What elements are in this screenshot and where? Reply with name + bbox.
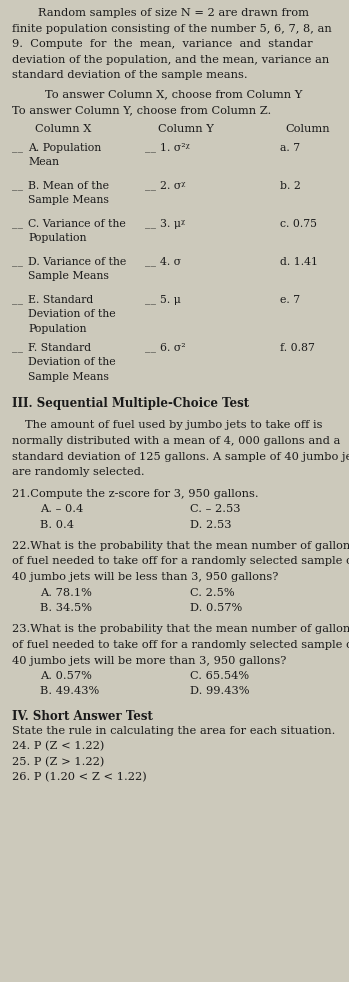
- Text: 1. σ²ᵡ: 1. σ²ᵡ: [160, 143, 190, 153]
- Text: A. 0.57%: A. 0.57%: [40, 671, 92, 681]
- Text: 24. P (Z < 1.22): 24. P (Z < 1.22): [12, 741, 104, 751]
- Text: __: __: [12, 181, 23, 191]
- Text: Population: Population: [28, 234, 87, 244]
- Text: Column X: Column X: [35, 124, 91, 134]
- Text: __: __: [145, 219, 156, 229]
- Text: The amount of fuel used by jumbo jets to take off is: The amount of fuel used by jumbo jets to…: [25, 420, 323, 430]
- Text: Mean: Mean: [28, 157, 59, 167]
- Text: of fuel needed to take off for a randomly selected sample of: of fuel needed to take off for a randoml…: [12, 557, 349, 567]
- Text: finite population consisting of the number 5, 6, 7, 8, an: finite population consisting of the numb…: [12, 24, 332, 33]
- Text: __: __: [145, 257, 156, 267]
- Text: 5. μ: 5. μ: [160, 295, 181, 305]
- Text: 4. σ: 4. σ: [160, 257, 181, 267]
- Text: C. – 2.53: C. – 2.53: [190, 504, 240, 514]
- Text: D. 2.53: D. 2.53: [190, 519, 231, 529]
- Text: B. 0.4: B. 0.4: [40, 519, 74, 529]
- Text: d. 1.41: d. 1.41: [280, 257, 318, 267]
- Text: Sample Means: Sample Means: [28, 371, 109, 382]
- Text: b. 2: b. 2: [280, 181, 301, 191]
- Text: __: __: [12, 295, 23, 305]
- Text: B. 49.43%: B. 49.43%: [40, 686, 99, 696]
- Text: 22.What is the probability that the mean number of gallons: 22.What is the probability that the mean…: [12, 541, 349, 551]
- Text: III. Sequential Multiple-Choice Test: III. Sequential Multiple-Choice Test: [12, 397, 249, 410]
- Text: To answer Column Y, choose from Column Z.: To answer Column Y, choose from Column Z…: [12, 105, 271, 115]
- Text: 9.  Compute  for  the  mean,  variance  and  standar: 9. Compute for the mean, variance and st…: [12, 39, 313, 49]
- Text: B. Mean of the: B. Mean of the: [28, 181, 109, 191]
- Text: __: __: [145, 343, 156, 353]
- Text: a. 7: a. 7: [280, 143, 300, 153]
- Text: __: __: [145, 295, 156, 305]
- Text: Column: Column: [285, 124, 329, 134]
- Text: standard deviation of 125 gallons. A sample of 40 jumbo jets: standard deviation of 125 gallons. A sam…: [12, 452, 349, 462]
- Text: e. 7: e. 7: [280, 295, 300, 305]
- Text: standard deviation of the sample means.: standard deviation of the sample means.: [12, 70, 248, 80]
- Text: normally distributed with a mean of 4, 000 gallons and a: normally distributed with a mean of 4, 0…: [12, 436, 340, 446]
- Text: Population: Population: [28, 323, 87, 334]
- Text: F. Standard: F. Standard: [28, 343, 91, 353]
- Text: D. 99.43%: D. 99.43%: [190, 686, 250, 696]
- Text: A. – 0.4: A. – 0.4: [40, 504, 83, 514]
- Text: State the rule in calculating the area for each situation.: State the rule in calculating the area f…: [12, 726, 335, 736]
- Text: Column Y: Column Y: [158, 124, 214, 134]
- Text: 25. P (Z > 1.22): 25. P (Z > 1.22): [12, 756, 104, 767]
- Text: __: __: [145, 181, 156, 191]
- Text: A. 78.1%: A. 78.1%: [40, 587, 92, 597]
- Text: are randomly selected.: are randomly selected.: [12, 467, 144, 477]
- Text: Deviation of the: Deviation of the: [28, 357, 116, 367]
- Text: 26. P (1.20 < Z < 1.22): 26. P (1.20 < Z < 1.22): [12, 772, 147, 783]
- Text: __: __: [145, 143, 156, 153]
- Text: E. Standard: E. Standard: [28, 295, 93, 305]
- Text: 3. μᵡ: 3. μᵡ: [160, 219, 185, 229]
- Text: Deviation of the: Deviation of the: [28, 309, 116, 319]
- Text: 23.What is the probability that the mean number of gallons: 23.What is the probability that the mean…: [12, 625, 349, 634]
- Text: __: __: [12, 257, 23, 267]
- Text: To answer Column X, choose from Column Y: To answer Column X, choose from Column Y: [45, 89, 303, 99]
- Text: __: __: [12, 219, 23, 229]
- Text: __: __: [12, 343, 23, 353]
- Text: D. 0.57%: D. 0.57%: [190, 603, 242, 613]
- Text: 2. σᵡ: 2. σᵡ: [160, 181, 185, 191]
- Text: 6. σ²: 6. σ²: [160, 343, 186, 353]
- Text: Random samples of size N = 2 are drawn from: Random samples of size N = 2 are drawn f…: [38, 8, 310, 18]
- Text: A. Population: A. Population: [28, 143, 101, 153]
- Text: of fuel needed to take off for a randomly selected sample of: of fuel needed to take off for a randoml…: [12, 640, 349, 650]
- Text: deviation of the population, and the mean, variance an: deviation of the population, and the mea…: [12, 54, 329, 65]
- Text: Sample Means: Sample Means: [28, 195, 109, 205]
- Text: B. 34.5%: B. 34.5%: [40, 603, 92, 613]
- Text: C. 2.5%: C. 2.5%: [190, 587, 235, 597]
- Text: C. Variance of the: C. Variance of the: [28, 219, 126, 229]
- Text: D. Variance of the: D. Variance of the: [28, 257, 126, 267]
- Text: C. 65.54%: C. 65.54%: [190, 671, 249, 681]
- Text: 21.Compute the z-score for 3, 950 gallons.: 21.Compute the z-score for 3, 950 gallon…: [12, 488, 259, 499]
- Text: __: __: [12, 143, 23, 153]
- Text: IV. Short Answer Test: IV. Short Answer Test: [12, 710, 153, 723]
- Text: f. 0.87: f. 0.87: [280, 343, 315, 353]
- Text: Sample Means: Sample Means: [28, 271, 109, 281]
- Text: 40 jumbo jets will be more than 3, 950 gallons?: 40 jumbo jets will be more than 3, 950 g…: [12, 656, 287, 666]
- Text: c. 0.75: c. 0.75: [280, 219, 317, 229]
- Text: 40 jumbo jets will be less than 3, 950 gallons?: 40 jumbo jets will be less than 3, 950 g…: [12, 572, 279, 582]
